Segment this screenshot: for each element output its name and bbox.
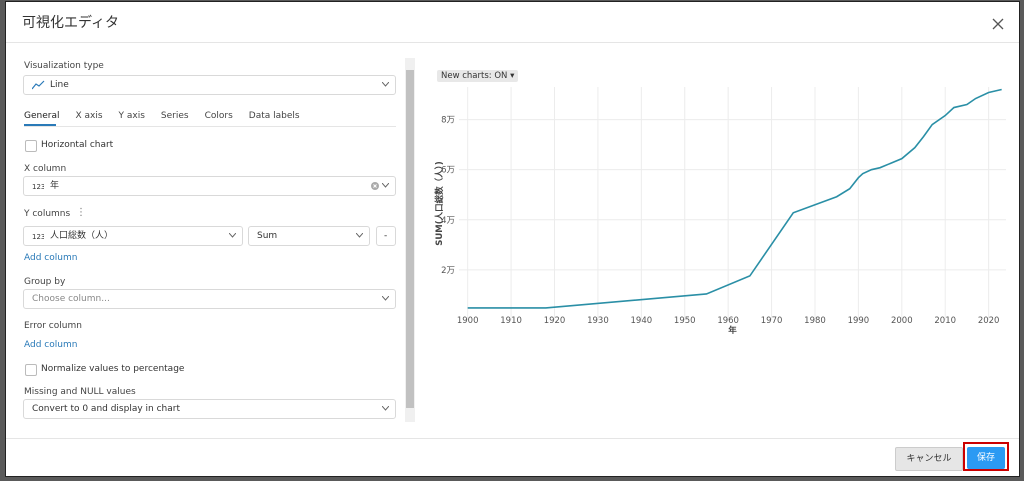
add-column-link[interactable]: Add column [24, 340, 78, 350]
toggle-label: New charts: ON [441, 71, 508, 81]
svg-text:123: 123 [32, 233, 44, 241]
x-tick-label: 1920 [544, 316, 566, 326]
y-tick-label: 6万 [441, 166, 455, 176]
select[interactable]: Line [23, 75, 396, 95]
select-value: Sum [257, 231, 278, 241]
x-tick-label: 1970 [761, 316, 783, 326]
checkbox-label: Normalize values to percentage [41, 364, 185, 374]
scroll-thumb[interactable] [406, 70, 414, 408]
divider [6, 438, 1019, 439]
x-tick-label: 2000 [891, 316, 913, 326]
y-tick-label: 2万 [441, 266, 455, 276]
x-tick-label: 1990 [848, 316, 870, 326]
dialog-title: 可視化エディタ [22, 15, 120, 31]
new-charts-toggle[interactable]: New charts: ON ▾ [437, 70, 519, 82]
field-label: Visualization type [24, 61, 104, 71]
x-tick-label: 1900 [457, 316, 479, 326]
chart: 2万 4万 6万 8万 1900 1910 1920 1930 1940 1950 1960 1970… [434, 87, 1006, 336]
field-label: Error column [24, 321, 82, 331]
divider [24, 126, 396, 127]
select-value: Convert to 0 and display in chart [32, 404, 181, 414]
highlight-box [963, 442, 1009, 471]
select[interactable]: Convert to 0 and display in chart [23, 399, 396, 419]
select-value: Line [50, 80, 69, 90]
select[interactable]: Choose column... [23, 289, 396, 309]
scrollbar[interactable] [405, 58, 415, 422]
checkbox[interactable] [25, 364, 37, 376]
select-value: 年 [50, 181, 60, 191]
tab[interactable]: Data labels [248, 111, 300, 121]
x-tick-label: 2010 [934, 316, 956, 326]
select[interactable]: Sum [248, 226, 370, 246]
remove-button[interactable]: - [376, 226, 396, 246]
x-tick-label: 1950 [674, 316, 696, 326]
cancel-button[interactable]: キャンセル [895, 447, 963, 471]
tab[interactable]: Y axis [118, 111, 145, 121]
select-placeholder: Choose column... [32, 294, 110, 304]
x-tick-label: 1940 [631, 316, 653, 326]
line [467, 88, 1002, 309]
x-tick-label: 2020 [978, 316, 1000, 326]
close-button[interactable] [992, 18, 1004, 30]
x-tick-label: 1910 [500, 316, 522, 326]
more-icon[interactable]: ⋮ [76, 207, 86, 218]
field-label: Y columns [24, 209, 71, 219]
select[interactable]: 123 人口総数（人） [23, 226, 243, 246]
x-tick-label: 1980 [804, 316, 826, 326]
y-axis-label: SUM(人口総数（人）) [434, 161, 445, 246]
divider [6, 42, 1019, 43]
x-tick-label: 1930 [587, 316, 609, 326]
checkbox-label: Horizontal chart [41, 140, 114, 150]
dialog: 可視化エディタ Visualization type Line General X… [5, 1, 1020, 477]
select-value: 人口総数（人） [50, 231, 114, 241]
select[interactable]: 123 年 [23, 176, 396, 196]
add-column-link[interactable]: Add column [24, 253, 78, 263]
save-button[interactable]: 保存 [967, 447, 1005, 469]
tab[interactable]: General [24, 111, 60, 121]
x-axis-label: 年 [728, 325, 737, 336]
x-tick-label: 1960 [717, 316, 739, 326]
tab-indicator [24, 124, 56, 126]
checkbox[interactable] [25, 140, 37, 152]
tab[interactable]: X axis [75, 111, 103, 121]
tab-bar: General X axis Y axis Series Colors Data labe… [24, 111, 300, 121]
field-label: X column [24, 164, 67, 174]
tab[interactable]: Series [160, 111, 189, 121]
y-tick-label: 8万 [441, 116, 455, 126]
y-tick-label: 4万 [441, 216, 455, 226]
field-label: Group by [24, 277, 66, 287]
tab[interactable]: Colors [204, 111, 233, 121]
field-label: Missing and NULL values [24, 387, 136, 397]
svg-text:123: 123 [32, 183, 44, 191]
